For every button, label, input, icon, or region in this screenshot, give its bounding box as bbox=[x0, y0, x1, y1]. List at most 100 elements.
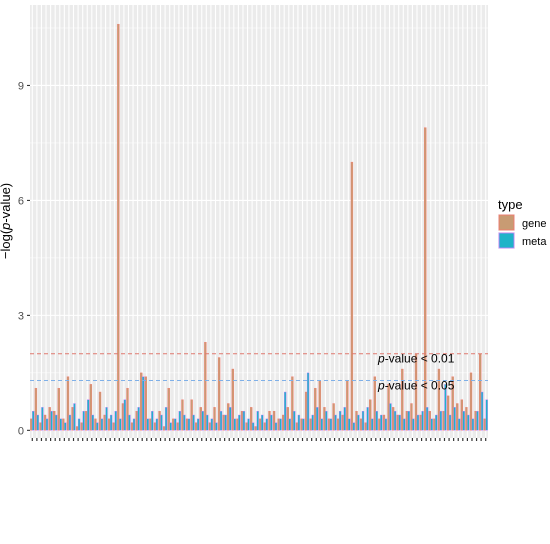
bar-gene bbox=[250, 407, 253, 431]
bar-gene bbox=[181, 399, 184, 431]
bar-meta bbox=[151, 410, 154, 431]
bar-meta bbox=[371, 418, 374, 431]
bar-meta bbox=[68, 414, 72, 431]
bar-meta bbox=[142, 376, 145, 431]
bar-meta bbox=[384, 418, 388, 431]
bar-meta bbox=[480, 391, 484, 431]
bar-gene bbox=[43, 414, 47, 431]
bar-gene bbox=[39, 422, 42, 431]
bar-meta bbox=[302, 418, 305, 431]
bar-gene bbox=[277, 418, 280, 431]
bar-gene bbox=[130, 422, 134, 431]
bar-gene bbox=[323, 407, 326, 431]
bar-meta bbox=[73, 403, 76, 431]
legend-key-meta bbox=[498, 232, 515, 249]
bar-gene bbox=[433, 418, 436, 431]
bar-meta bbox=[247, 418, 250, 431]
bar-gene bbox=[479, 353, 482, 431]
bar-gene bbox=[309, 418, 312, 431]
bar-gene bbox=[419, 414, 422, 431]
bar-meta bbox=[274, 422, 278, 431]
bar-meta bbox=[91, 414, 94, 431]
bar-gene bbox=[254, 426, 257, 431]
legend-label-meta: meta bbox=[522, 236, 547, 248]
bar-gene bbox=[424, 127, 427, 431]
bar-meta bbox=[407, 410, 410, 431]
bar-meta bbox=[119, 418, 122, 431]
bar-gene bbox=[94, 418, 97, 431]
bar-meta bbox=[178, 410, 181, 431]
bar-gene bbox=[167, 387, 170, 431]
bar-gene bbox=[208, 422, 212, 431]
bar-gene bbox=[259, 418, 262, 431]
bar-meta bbox=[389, 403, 392, 431]
bar-gene bbox=[460, 399, 464, 431]
bar-gene bbox=[364, 422, 367, 431]
bar-gene bbox=[153, 422, 157, 431]
bar-gene bbox=[337, 418, 340, 431]
bar-gene bbox=[71, 407, 74, 431]
bar-gene bbox=[222, 414, 225, 431]
bar-meta bbox=[192, 414, 195, 431]
bar-meta bbox=[160, 414, 163, 431]
bar-meta bbox=[458, 418, 461, 431]
bar-meta bbox=[375, 410, 378, 431]
bar-meta bbox=[54, 414, 58, 431]
bar-gene bbox=[359, 418, 363, 431]
bar-gene bbox=[369, 399, 372, 431]
bar-meta bbox=[467, 414, 470, 431]
bar-meta bbox=[132, 418, 136, 431]
bar-gene bbox=[245, 422, 248, 431]
bar-meta bbox=[338, 410, 342, 431]
bar-meta bbox=[128, 414, 131, 431]
bar-gene bbox=[291, 376, 294, 431]
bar-meta bbox=[325, 410, 328, 431]
y-axis: 0 3 6 9 bbox=[18, 80, 30, 437]
bar-gene bbox=[378, 418, 381, 431]
bar-gene bbox=[231, 368, 235, 431]
bar-meta bbox=[82, 410, 85, 431]
bar-meta bbox=[416, 414, 420, 431]
y-tick-label: 9 bbox=[18, 80, 24, 92]
bar-gene bbox=[272, 410, 276, 431]
legend: type gene meta bbox=[498, 197, 547, 249]
bar-gene bbox=[158, 410, 161, 431]
bar-gene bbox=[428, 410, 431, 431]
bar-meta bbox=[50, 410, 53, 431]
bar-meta bbox=[380, 414, 383, 431]
bar-meta bbox=[164, 407, 168, 431]
bar-gene bbox=[405, 410, 409, 431]
bar-meta bbox=[425, 407, 429, 431]
bar-gene bbox=[346, 380, 349, 431]
legend-key-gene bbox=[498, 214, 515, 231]
bar-meta bbox=[393, 410, 397, 431]
bar-meta bbox=[412, 418, 415, 431]
bar-meta bbox=[96, 422, 99, 431]
bar-meta bbox=[403, 418, 406, 431]
bar-meta bbox=[265, 418, 268, 431]
bar-gene bbox=[446, 395, 450, 431]
bar-gene bbox=[98, 391, 102, 431]
bar-gene bbox=[172, 418, 175, 431]
bar-gene bbox=[57, 387, 60, 431]
bar-meta bbox=[238, 414, 241, 431]
bar-meta bbox=[448, 414, 452, 431]
bar-gene bbox=[469, 372, 473, 431]
bar-meta bbox=[288, 418, 291, 431]
bar-meta bbox=[293, 410, 296, 431]
bar-gene bbox=[332, 403, 335, 431]
bar-gene bbox=[401, 368, 404, 431]
bar-gene bbox=[195, 422, 198, 431]
threshold-label: p-value < 0.01 bbox=[377, 352, 455, 366]
bar-gene bbox=[48, 407, 51, 431]
bar-gene bbox=[80, 422, 83, 431]
bar-meta bbox=[210, 418, 214, 431]
bar-gene bbox=[75, 426, 79, 431]
bar-meta bbox=[279, 418, 282, 431]
threshold-label: p-value < 0.05 bbox=[377, 379, 455, 393]
bar-meta bbox=[59, 418, 62, 431]
bar-meta bbox=[174, 418, 177, 431]
bar-gene bbox=[263, 422, 267, 431]
